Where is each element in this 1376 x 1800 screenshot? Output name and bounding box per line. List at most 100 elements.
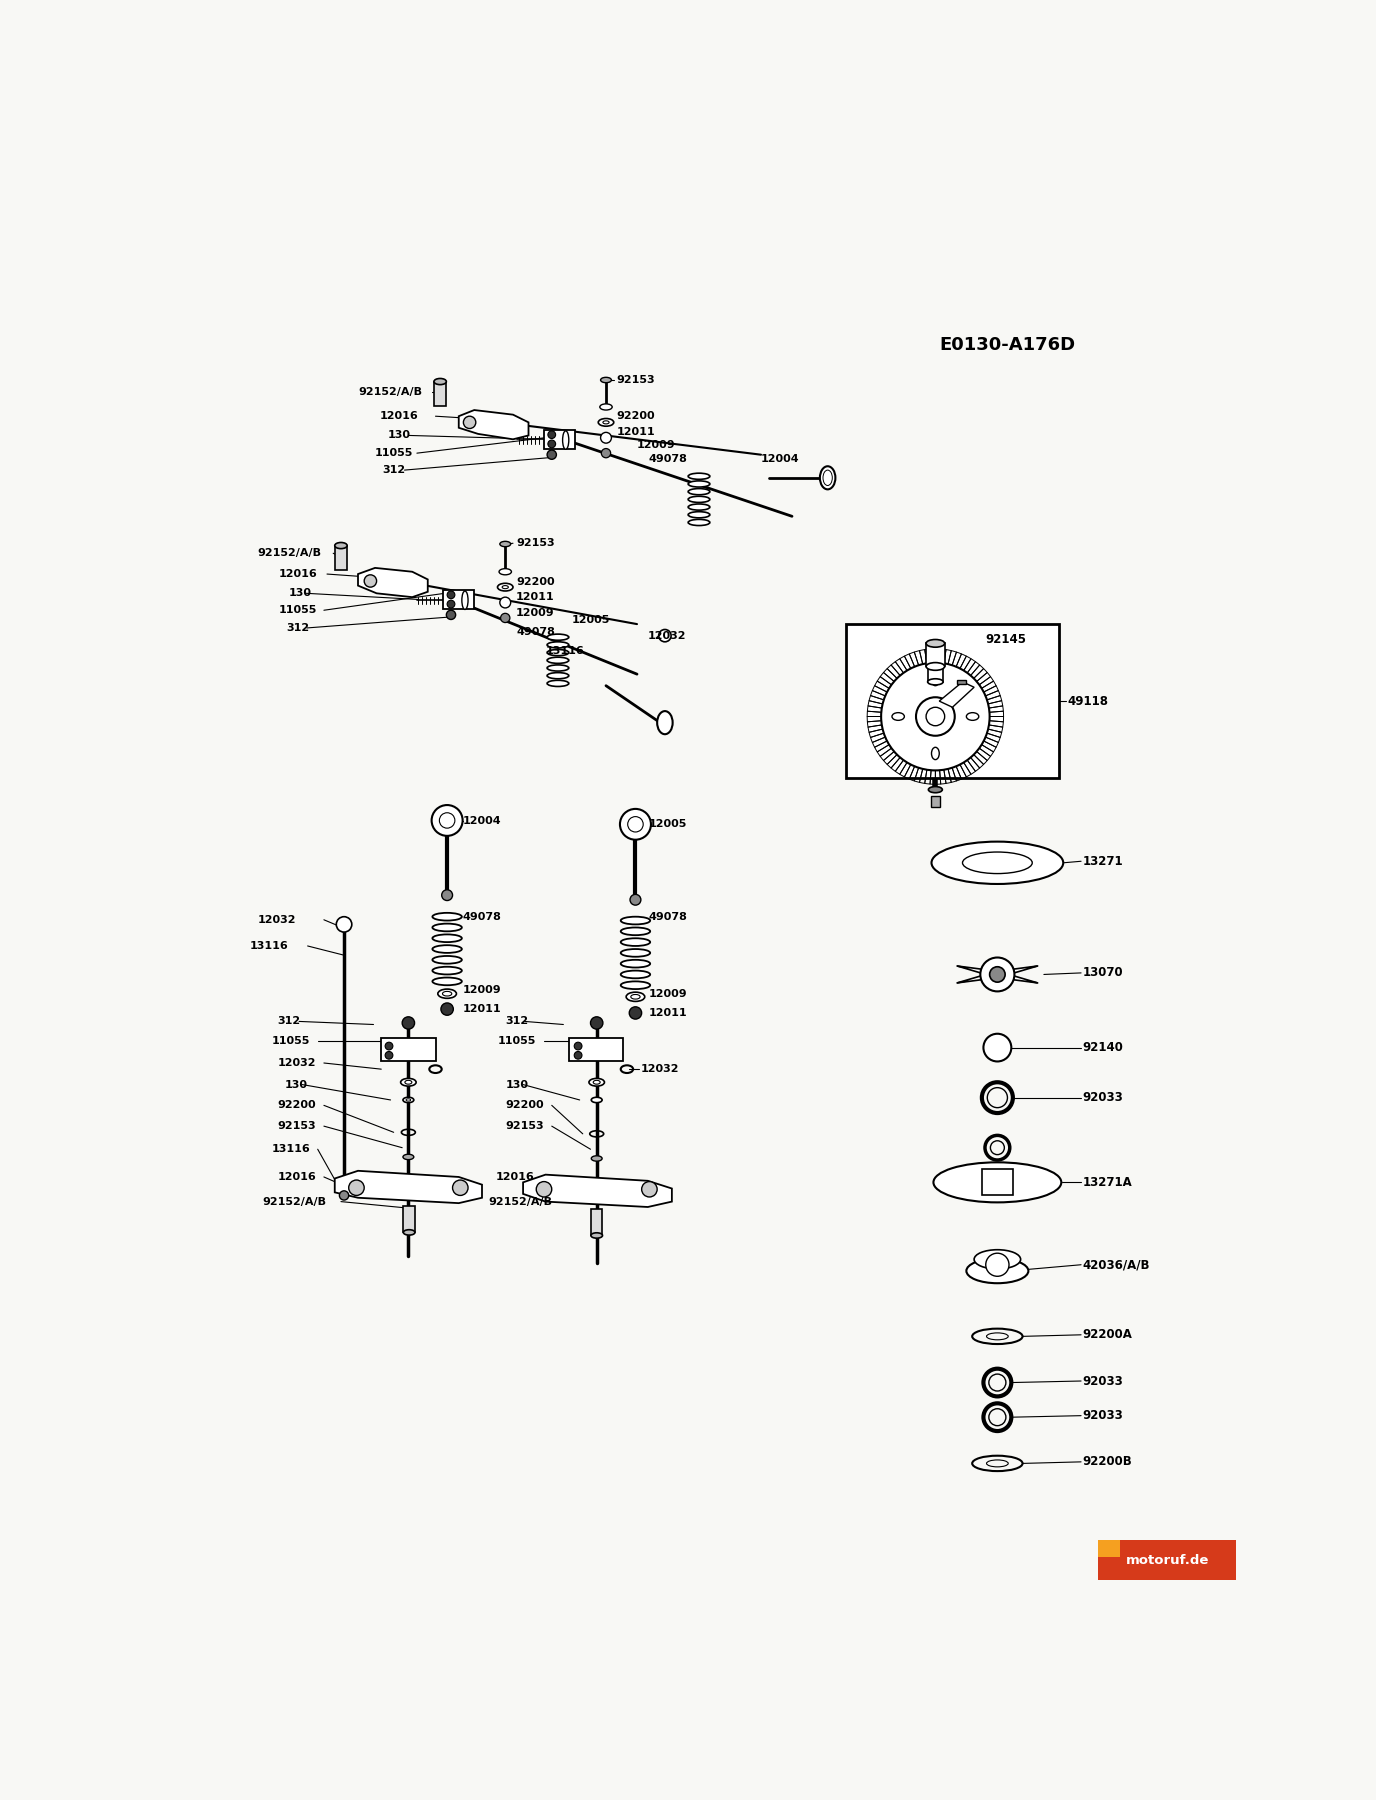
- Text: 92033: 92033: [1083, 1375, 1123, 1388]
- Circle shape: [442, 889, 453, 900]
- Ellipse shape: [927, 679, 943, 686]
- Text: 92200: 92200: [278, 1100, 316, 1111]
- Circle shape: [440, 1003, 453, 1015]
- Ellipse shape: [688, 473, 710, 479]
- Text: 92200A: 92200A: [1083, 1328, 1132, 1341]
- Circle shape: [659, 630, 671, 643]
- Ellipse shape: [926, 639, 945, 648]
- Circle shape: [627, 817, 643, 832]
- Text: 12032: 12032: [641, 1064, 680, 1075]
- Ellipse shape: [621, 938, 651, 947]
- Ellipse shape: [334, 542, 347, 549]
- Ellipse shape: [823, 470, 832, 486]
- Text: 12011: 12011: [516, 592, 555, 603]
- Ellipse shape: [603, 421, 610, 425]
- Text: 13116: 13116: [545, 646, 585, 655]
- Ellipse shape: [966, 713, 978, 720]
- Ellipse shape: [820, 466, 835, 490]
- Text: 92152/A/B: 92152/A/B: [261, 1197, 326, 1206]
- Ellipse shape: [688, 511, 710, 518]
- Bar: [433, 382, 446, 407]
- Text: 49078: 49078: [648, 454, 688, 464]
- Text: 312: 312: [505, 1017, 528, 1026]
- Ellipse shape: [432, 945, 462, 952]
- Bar: [982, 1170, 1013, 1195]
- Circle shape: [926, 707, 945, 725]
- Text: 11055: 11055: [271, 1037, 310, 1046]
- Ellipse shape: [438, 988, 457, 999]
- Ellipse shape: [499, 542, 510, 547]
- Ellipse shape: [432, 934, 462, 941]
- Polygon shape: [1006, 967, 1038, 974]
- Text: 92033: 92033: [1083, 1409, 1123, 1422]
- Circle shape: [601, 448, 611, 457]
- Circle shape: [548, 430, 556, 439]
- Text: 12032: 12032: [278, 1058, 316, 1067]
- Ellipse shape: [432, 967, 462, 974]
- Text: 12016: 12016: [380, 410, 418, 421]
- Circle shape: [499, 598, 510, 608]
- Text: 49078: 49078: [648, 911, 688, 922]
- Text: 92153: 92153: [516, 538, 555, 549]
- Text: 13271A: 13271A: [1083, 1175, 1132, 1188]
- Ellipse shape: [621, 970, 651, 979]
- Circle shape: [537, 1181, 552, 1197]
- Circle shape: [989, 967, 1004, 983]
- Text: 92152/A/B: 92152/A/B: [358, 387, 422, 396]
- Bar: [926, 643, 945, 666]
- Text: 92033: 92033: [1083, 1091, 1123, 1103]
- Circle shape: [432, 805, 462, 835]
- Circle shape: [365, 574, 377, 587]
- Text: 92152/A/B: 92152/A/B: [488, 1197, 552, 1206]
- Circle shape: [881, 662, 989, 770]
- Circle shape: [439, 814, 455, 828]
- Circle shape: [453, 1181, 468, 1195]
- Text: motoruf.de: motoruf.de: [1126, 1553, 1208, 1568]
- Polygon shape: [1006, 976, 1038, 983]
- Text: 92140: 92140: [1083, 1040, 1123, 1055]
- Circle shape: [336, 916, 352, 932]
- Ellipse shape: [621, 927, 651, 936]
- Ellipse shape: [688, 488, 710, 495]
- Circle shape: [984, 1033, 1011, 1062]
- Polygon shape: [523, 1175, 671, 1208]
- Ellipse shape: [599, 419, 614, 427]
- Ellipse shape: [600, 378, 611, 383]
- Ellipse shape: [590, 1233, 603, 1238]
- Text: 13070: 13070: [1083, 967, 1123, 979]
- Circle shape: [985, 1253, 1009, 1276]
- Text: 12009: 12009: [648, 988, 687, 999]
- Circle shape: [385, 1051, 394, 1058]
- Text: 42036/A/B: 42036/A/B: [1083, 1258, 1150, 1271]
- Bar: [927, 666, 943, 682]
- Ellipse shape: [432, 923, 462, 931]
- Ellipse shape: [548, 643, 568, 648]
- Bar: [590, 1210, 603, 1235]
- Text: 12011: 12011: [462, 1004, 501, 1013]
- Polygon shape: [940, 682, 974, 707]
- Polygon shape: [992, 979, 1003, 992]
- Ellipse shape: [892, 713, 904, 720]
- Bar: [930, 796, 940, 808]
- Text: 92145: 92145: [985, 634, 1026, 646]
- Text: 92200: 92200: [516, 576, 555, 587]
- Text: 49118: 49118: [1068, 695, 1108, 707]
- Text: 92200: 92200: [505, 1100, 544, 1111]
- Text: 11055: 11055: [376, 448, 413, 459]
- Polygon shape: [992, 958, 1003, 970]
- Ellipse shape: [658, 711, 673, 734]
- Ellipse shape: [499, 569, 512, 574]
- Text: 130: 130: [388, 430, 410, 441]
- Ellipse shape: [621, 981, 651, 988]
- Circle shape: [980, 958, 1014, 992]
- Ellipse shape: [400, 1078, 416, 1085]
- Text: 12032: 12032: [648, 630, 687, 641]
- Text: 92152/A/B: 92152/A/B: [257, 549, 321, 558]
- Ellipse shape: [621, 949, 651, 958]
- Text: 12011: 12011: [616, 427, 655, 437]
- Ellipse shape: [548, 657, 568, 664]
- Text: 92153: 92153: [505, 1121, 544, 1130]
- Ellipse shape: [548, 650, 568, 655]
- Ellipse shape: [433, 378, 446, 385]
- Ellipse shape: [502, 585, 508, 589]
